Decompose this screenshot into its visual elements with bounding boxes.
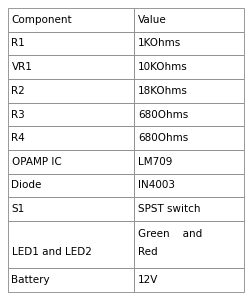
Text: Component: Component — [12, 15, 72, 25]
Text: 1KOhms: 1KOhms — [138, 38, 181, 49]
Bar — [134, 79, 244, 103]
Text: R4: R4 — [12, 133, 25, 143]
Bar — [134, 32, 244, 55]
Bar — [8, 32, 134, 55]
Text: R3: R3 — [12, 110, 25, 119]
Bar — [8, 197, 134, 221]
Text: 680Ohms: 680Ohms — [138, 110, 188, 119]
Text: 10KOhms: 10KOhms — [138, 62, 187, 72]
Text: Diode: Diode — [12, 181, 42, 190]
Text: SPST switch: SPST switch — [138, 204, 200, 214]
Bar — [8, 150, 134, 174]
Bar — [134, 55, 244, 79]
Text: Value: Value — [138, 15, 167, 25]
Bar — [134, 174, 244, 197]
Text: OPAMP IC: OPAMP IC — [12, 157, 61, 167]
Bar — [134, 103, 244, 126]
Text: Red: Red — [138, 247, 158, 257]
Bar — [134, 197, 244, 221]
Bar — [134, 150, 244, 174]
Bar — [134, 268, 244, 292]
Text: IN4003: IN4003 — [138, 181, 175, 190]
Bar — [8, 221, 134, 268]
Bar — [8, 126, 134, 150]
Text: S1: S1 — [12, 204, 25, 214]
Text: R1: R1 — [12, 38, 25, 49]
Text: 680Ohms: 680Ohms — [138, 133, 188, 143]
Bar — [8, 103, 134, 126]
Text: R2: R2 — [12, 86, 25, 96]
Text: 18KOhms: 18KOhms — [138, 86, 188, 96]
Bar — [8, 174, 134, 197]
Bar — [134, 126, 244, 150]
Text: LED1 and LED2: LED1 and LED2 — [12, 247, 91, 257]
Bar — [8, 8, 134, 32]
Bar — [8, 268, 134, 292]
Text: LM709: LM709 — [138, 157, 172, 167]
Bar — [8, 55, 134, 79]
Bar — [134, 221, 244, 268]
Bar — [8, 79, 134, 103]
Text: VR1: VR1 — [12, 62, 32, 72]
Bar — [134, 8, 244, 32]
Text: 12V: 12V — [138, 275, 158, 285]
Text: Green    and: Green and — [138, 229, 202, 239]
Text: Battery: Battery — [12, 275, 50, 285]
